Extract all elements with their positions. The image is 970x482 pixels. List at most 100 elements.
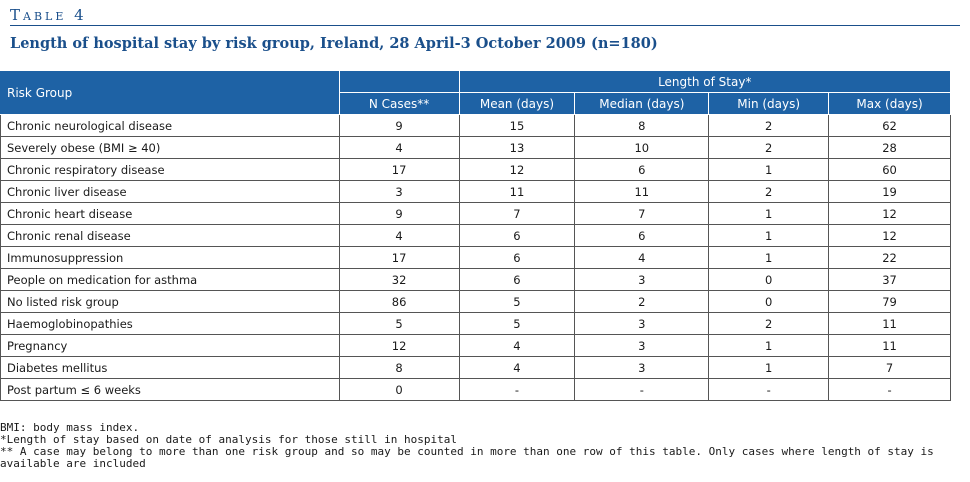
cell-min: - (708, 378, 830, 401)
cell-max: 37 (828, 268, 951, 291)
cell-max: 28 (828, 136, 951, 159)
cell-group: Post partum ≤ 6 weeks (0, 378, 340, 401)
cell-max: 7 (828, 356, 951, 379)
cell-n: 9 (338, 114, 460, 137)
cell-median: 4 (574, 246, 710, 269)
table-row: Haemoglobinopathies 5 5 3 2 11 (0, 312, 951, 335)
table-title: Length of hospital stay by risk group, I… (10, 35, 658, 52)
cell-mean: 6 (458, 268, 576, 291)
table-row: Post partum ≤ 6 weeks 0- - - - (0, 378, 951, 401)
cell-max: 19 (828, 180, 951, 203)
cell-median: 11 (574, 180, 710, 203)
cell-n: 4 (338, 136, 460, 159)
table-row: Chronic heart disease 9 7 7 1 12 (0, 202, 951, 225)
cell-min: 1 (708, 334, 830, 357)
cell-mean: 4 (458, 356, 576, 379)
cell-median: 7 (574, 202, 710, 225)
cell-median: 3 (574, 268, 710, 291)
cell-max: 60 (828, 158, 951, 181)
cell-group: People on medication for asthma (0, 268, 340, 291)
cell-median: 2 (574, 290, 710, 313)
cell-mean: 6 (458, 246, 576, 269)
cell-min: 2 (708, 136, 830, 159)
cell-group: Diabetes mellitus (0, 356, 340, 379)
table-row: Pregnancy 12 4 3 1 11 (0, 334, 951, 357)
length-of-stay-header: Length of Stay* (458, 70, 952, 93)
cell-n: 5 (338, 312, 460, 335)
cell-group: Immunosuppression (0, 246, 340, 269)
table-row: Immunosuppression 17 6 4 1 22 (0, 246, 951, 269)
footnotes: BMI: body mass index. *Length of stay ba… (0, 422, 950, 470)
cell-median: - (574, 378, 710, 401)
mean-header: Mean (days) (458, 92, 576, 115)
cell-group: Chronic neurological disease (0, 114, 340, 137)
table-row: Severely obese (BMI ≥ 40) 4 13 10 2 28 (0, 136, 951, 159)
cell-n: 4 (338, 224, 460, 247)
median-header: Median (days) (574, 92, 710, 115)
cell-group: Severely obese (BMI ≥ 40) (0, 136, 340, 159)
cell-group: Chronic liver disease (0, 180, 340, 203)
cell-min: 0 (708, 290, 830, 313)
cell-median: 10 (574, 136, 710, 159)
cell-min: 2 (708, 114, 830, 137)
cell-n: 32 (338, 268, 460, 291)
cell-max: 79 (828, 290, 951, 313)
cell-median: 3 (574, 312, 710, 335)
cell-min: 1 (708, 224, 830, 247)
cell-mean: 6 (458, 224, 576, 247)
cell-n: 9 (338, 202, 460, 225)
risk-group-header: Risk Group (0, 70, 340, 115)
cell-max: 11 (828, 312, 951, 335)
cell-mean: 5 (458, 290, 576, 313)
cell-median: 6 (574, 158, 710, 181)
cell-n: 0 (338, 378, 460, 401)
max-header: Max (days) (828, 92, 951, 115)
cell-n: 12 (338, 334, 460, 357)
title-rule (10, 25, 960, 26)
cell-mean: 7 (458, 202, 576, 225)
cell-n: 3 (338, 180, 460, 203)
cell-median: 6 (574, 224, 710, 247)
cell-min: 1 (708, 246, 830, 269)
cell-n: 17 (338, 246, 460, 269)
cell-group: Pregnancy (0, 334, 340, 357)
cell-min: 0 (708, 268, 830, 291)
cell-median: 3 (574, 334, 710, 357)
cell-min: 1 (708, 356, 830, 379)
cell-mean: 12 (458, 158, 576, 181)
table-row: No listed risk group 86 5 2 0 79 (0, 290, 951, 313)
cell-median: 8 (574, 114, 710, 137)
cell-mean: 15 (458, 114, 576, 137)
cell-median: 3 (574, 356, 710, 379)
cell-group: Chronic respiratory disease (0, 158, 340, 181)
cell-min: 1 (708, 202, 830, 225)
cell-max: 62 (828, 114, 951, 137)
cell-mean: 11 (458, 180, 576, 203)
footnote-cases: ** A case may belong to more than one ri… (0, 445, 934, 470)
table-label: Table 4 (10, 6, 87, 24)
table-row: Chronic liver disease 3 11 11 2 19 (0, 180, 951, 203)
table-header-block: Table 4 Length of hospital stay by risk … (10, 6, 960, 53)
cell-mean: - (458, 378, 576, 401)
cell-max: - (828, 378, 951, 401)
cell-mean: 13 (458, 136, 576, 159)
cell-group: Chronic renal disease (0, 224, 340, 247)
cell-n: 17 (338, 158, 460, 181)
table-body: Chronic neurological disease 9 15 8 2 62 Sever… (0, 114, 951, 401)
table-row: Chronic neurological disease 9 15 8 2 62 (0, 114, 951, 137)
table-row: Chronic renal disease 4 6 6 1 12 (0, 224, 951, 247)
table-row: Chronic respiratory disease 17 12 6 1 60 (0, 158, 951, 181)
min-header: Min (days) (708, 92, 830, 115)
footnote-bmi: BMI: body mass index. (0, 421, 140, 434)
cell-min: 2 (708, 312, 830, 335)
footnote-length-of-stay: *Length of stay based on date of analysi… (0, 433, 457, 446)
cell-max: 22 (828, 246, 951, 269)
n-cases-header: N Cases** (338, 92, 460, 115)
cell-max: 12 (828, 202, 951, 225)
cell-max: 11 (828, 334, 951, 357)
cell-min: 1 (708, 158, 830, 181)
table-row: Diabetes mellitus 8 4 3 1 7 (0, 356, 951, 379)
table-row: People on medication for asthma 32 6 3 0 37 (0, 268, 951, 291)
length-of-stay-table: Risk Group Length of Stay* N Cases** Mea… (0, 70, 952, 401)
cell-group: No listed risk group (0, 290, 340, 313)
